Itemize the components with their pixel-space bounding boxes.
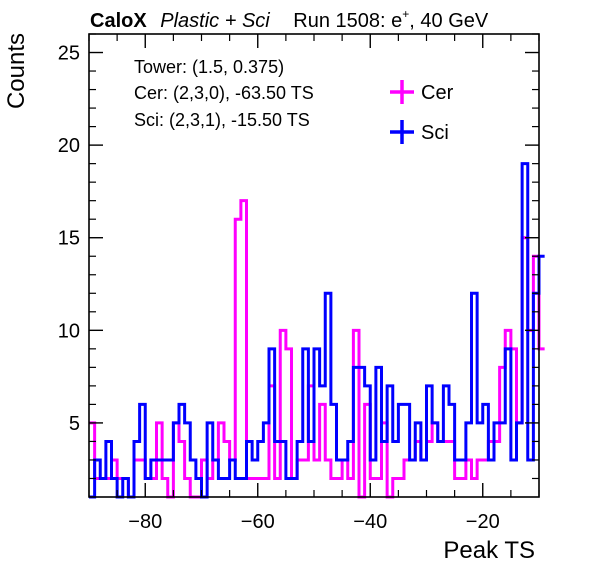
legend-label-sci: Sci	[421, 122, 449, 144]
brand-label: CaloX	[90, 10, 147, 32]
x-tick-label: −40	[353, 511, 387, 533]
series-layer	[89, 162, 545, 499]
x-tick-label: −60	[241, 511, 275, 533]
x-tick-label: −20	[466, 511, 500, 533]
run-tail: , 40 GeV	[409, 10, 489, 32]
y-tick-label: 15	[58, 228, 80, 250]
x-tick-label: −80	[128, 511, 162, 533]
y-tick-label: 20	[58, 135, 80, 157]
y-tick-label: 5	[69, 413, 80, 435]
y-axis-title: Counts	[3, 33, 30, 109]
chart-title: CaloX Plastic + Sci Run 1508: e+, 40 GeV	[90, 7, 489, 32]
sci-info-label: Sci: (2,3,1), -15.50 TS	[134, 110, 310, 130]
legend: Cer Sci	[390, 80, 454, 144]
subtitle-label: Plastic + Sci	[160, 10, 270, 32]
legend-label-cer: Cer	[421, 82, 454, 104]
run-label: Run 1508: e	[293, 10, 402, 32]
tick-layer: −80 −60 −40 −20 5 10 15 20 25	[58, 33, 540, 533]
series-line-sci	[89, 162, 545, 499]
cer-info-label: Cer: (2,3,0), -63.50 TS	[134, 83, 314, 103]
y-tick-label: 25	[58, 43, 80, 65]
run-superscript: +	[402, 7, 409, 21]
y-tick-label: 10	[58, 320, 80, 342]
tower-label: Tower: (1.5, 0.375)	[134, 57, 284, 77]
x-axis-title: Peak TS	[443, 537, 535, 564]
